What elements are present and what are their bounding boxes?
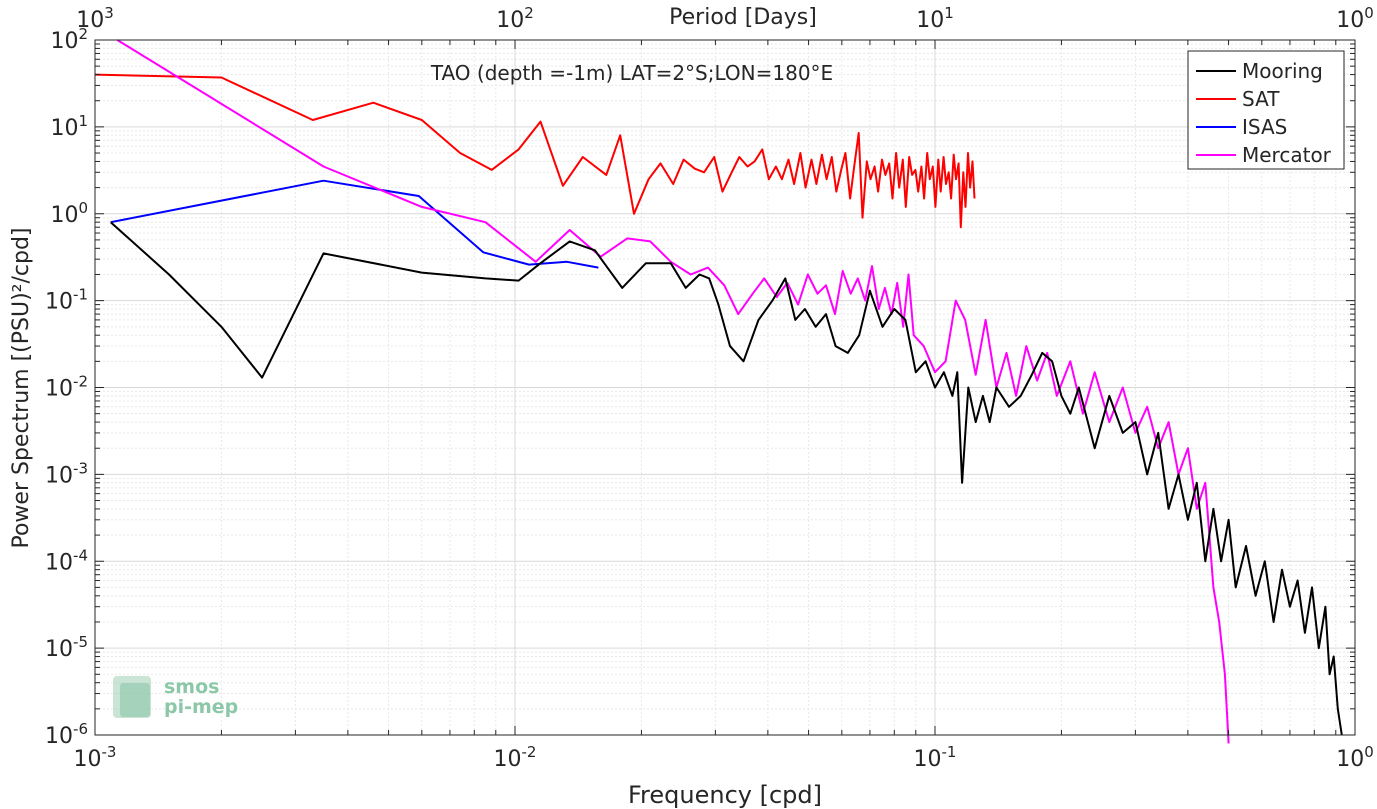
series-line-mooring [110,221,1343,736]
x-tick-labels: 10-3 10-2 10-1 100 [74,743,1374,772]
x-tick-label: 10-1 [914,743,957,772]
y-tick-label: 10-1 [45,286,88,315]
series-layer [94,39,1343,744]
legend-label-mercator: Mercator [1242,143,1332,167]
top-x-tick-label: 100 [1336,4,1374,33]
top-x-tick-label: 102 [496,4,534,33]
y-tick-labels: 102 101 100 10-1 10-2 10-3 10-4 10-5 10-6 [45,25,88,749]
top-x-tick-labels: 103 102 101 100 [76,4,1374,33]
y-axis-label: Power Spectrum [(PSU)²/cpd] [9,227,34,548]
y-tick-label: 10-5 [45,633,88,662]
x-tick-label: 100 [1336,743,1374,772]
y-tick-label: 101 [50,112,88,141]
y-tick-label: 10-3 [45,459,88,488]
x-tick-label: 10-3 [74,743,117,772]
smos-pi-mep-logo: smos pi-mep [113,676,238,718]
y-tick-label: 100 [50,199,88,228]
logo-text-pi-mep: pi-mep [164,696,238,718]
y-tick-label: 10-4 [45,546,88,575]
legend: Mooring SAT ISAS Mercator [1187,50,1345,170]
top-x-tick-label: 101 [916,4,954,33]
axis-ticks [94,39,1356,736]
legend-label-isas: ISAS [1242,115,1287,139]
top-x-tick-label: 103 [76,4,114,33]
series-line-isas [110,179,599,269]
y-tick-label: 102 [50,25,88,54]
y-tick-label: 10-2 [45,373,88,402]
y-tick-label: 10-6 [45,720,88,749]
chart-title: TAO (depth =-1m) LAT=2°S;LON=180°E [430,61,833,85]
legend-label-mooring: Mooring [1242,59,1323,83]
x-axis-label: Frequency [cpd] [628,781,822,809]
legend-label-sat: SAT [1242,87,1280,111]
x-tick-label: 10-2 [494,743,537,772]
logo-mark-layer [120,683,150,717]
minor-grid [95,40,1355,735]
series-line-sat [94,73,976,229]
top-axis-label: Period [Days] [669,5,817,30]
logo-text-smos: smos [164,676,219,698]
